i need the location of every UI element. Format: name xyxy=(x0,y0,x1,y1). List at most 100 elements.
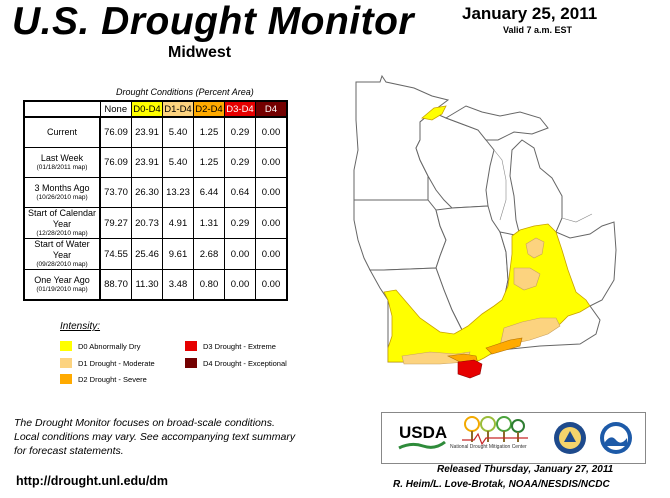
drought-url-link[interactable]: http://drought.unl.edu/dm xyxy=(16,474,169,488)
table-cell: 26.30 xyxy=(131,177,163,208)
footnote: The Drought Monitor focuses on broad-sca… xyxy=(14,416,295,458)
noaa-logo-icon xyxy=(600,422,632,454)
row-label-text: Last Week xyxy=(40,153,84,163)
table-cell: 0.00 xyxy=(255,238,288,270)
table-cell: 5.40 xyxy=(162,147,194,178)
usda-logo-graphic: USDA xyxy=(398,423,447,450)
legend-item-d1: D1 Drought - Moderate xyxy=(60,358,155,368)
table-row: 3 Months Ago (10/26/2010 map) 73.70 26.30 13… xyxy=(23,177,288,208)
col-header-d0-d4: D0-D4 xyxy=(131,100,163,118)
legend-label-d3: D3 Drought - Extreme xyxy=(203,341,276,351)
table-cell: 13.23 xyxy=(162,177,194,208)
row-label-date: (09/28/2010 map) xyxy=(36,261,88,268)
legend-swatch-d0 xyxy=(60,341,72,351)
table-cell: 11.30 xyxy=(131,269,163,301)
row-label: 3 Months Ago (10/26/2010 map) xyxy=(23,177,101,208)
table-row: Start of Calendar Year (12/28/2010 map) 79… xyxy=(23,207,288,239)
table-cell: 74.55 xyxy=(99,238,132,270)
table-cell: 0.29 xyxy=(224,207,256,239)
table-cell: 25.46 xyxy=(131,238,163,270)
row-label-date: (10/26/2010 map) xyxy=(36,194,88,201)
table-cell: 6.44 xyxy=(193,177,225,208)
legend-item-d0: D0 Abnormally Dry xyxy=(60,341,141,351)
legend-item-d2: D2 Drought - Severe xyxy=(60,374,147,384)
lake-michigan-shore xyxy=(493,149,507,221)
table-cell: 9.61 xyxy=(162,238,194,270)
col-header-d1-d4: D1-D4 xyxy=(162,100,194,118)
release-date: Released Thursday, January 27, 2011 xyxy=(437,464,614,475)
usda-logo: USDA xyxy=(397,418,447,452)
table-row: Start of Water Year (09/28/2010 map) 74.55… xyxy=(23,238,288,270)
table-cell: 0.00 xyxy=(224,238,256,270)
row-label-text: Start of Calendar Year xyxy=(27,208,97,229)
row-label-text: One Year Ago xyxy=(34,275,90,285)
row-label: One Year Ago (01/19/2010 map) xyxy=(23,269,101,301)
region-subtitle: Midwest xyxy=(168,44,232,61)
col-header-none: None xyxy=(99,100,132,118)
table-cell: 0.00 xyxy=(224,269,256,301)
row-label-date: (01/18/2011 map) xyxy=(36,164,88,171)
table-cell: 0.00 xyxy=(255,269,288,301)
state-michigan-upper xyxy=(444,105,549,141)
legend-label-d4: D4 Drought - Exceptional xyxy=(203,358,287,368)
ndmc-logo xyxy=(462,416,528,446)
row-label: Start of Calendar Year (12/28/2010 map) xyxy=(23,207,101,239)
legend-swatch-d1 xyxy=(60,358,72,368)
table-cell: 3.48 xyxy=(162,269,194,301)
row-label-date: (12/28/2010 map) xyxy=(36,230,88,237)
footnote-line-1: The Drought Monitor focuses on broad-sca… xyxy=(14,417,275,429)
drought-d3-areas xyxy=(457,359,483,379)
ndmc-trees-icon xyxy=(464,416,525,442)
table-cell: 76.09 xyxy=(99,116,132,148)
table-caption: Drought Conditions (Percent Area) xyxy=(116,87,254,97)
table-cell: 0.29 xyxy=(224,147,256,178)
col-header-d2-d4: D2-D4 xyxy=(193,100,225,118)
drought-conditions-table: None D0-D4 D1-D4 D2-D4 D3-D4 D4 Current 7… xyxy=(23,100,288,301)
table-cell: 88.70 xyxy=(99,269,132,301)
legend-item-d3: D3 Drought - Extreme xyxy=(185,341,276,351)
col-header-d4: D4 xyxy=(255,100,288,118)
table-cell: 4.91 xyxy=(162,207,194,239)
valid-time: Valid 7 a.m. EST xyxy=(503,25,573,35)
row-label: Start of Water Year (09/28/2010 map) xyxy=(23,238,101,270)
legend-title: Intensity: xyxy=(60,321,101,332)
footnote-line-2: Local conditions may vary. See accompany… xyxy=(14,431,296,443)
row-label-text: Current xyxy=(46,127,77,137)
table-cell: 1.25 xyxy=(193,116,225,148)
table-cell: 79.27 xyxy=(99,207,132,239)
table-header-row: None D0-D4 D1-D4 D2-D4 D3-D4 D4 xyxy=(24,100,288,118)
table-cell: 5.40 xyxy=(162,116,194,148)
legend-label-d1: D1 Drought - Moderate xyxy=(78,358,155,368)
table-cell: 0.00 xyxy=(255,116,288,148)
table-row: One Year Ago (01/19/2010 map) 88.70 11.30 3.… xyxy=(23,269,288,301)
footnote-line-3: for forecast statements. xyxy=(14,445,124,457)
row-label-text: Start of Water Year xyxy=(34,239,90,260)
lake-erie-shore xyxy=(561,213,593,223)
legend-swatch-d3 xyxy=(185,341,197,351)
legend-item-d4: D4 Drought - Exceptional xyxy=(185,358,287,368)
table-cell: 0.00 xyxy=(255,177,288,208)
legend-swatch-d4 xyxy=(185,358,197,368)
table-cell: 0.00 xyxy=(255,147,288,178)
row-label-text: 3 Months Ago xyxy=(34,183,90,193)
state-iowa xyxy=(353,199,447,271)
table-cell: 2.68 xyxy=(193,238,225,270)
table-cell: 1.25 xyxy=(193,147,225,178)
table-cell: 76.09 xyxy=(99,147,132,178)
d3-area-bootheel xyxy=(457,359,483,379)
table-cell: 0.29 xyxy=(224,116,256,148)
row-label-date: (01/19/2010 map) xyxy=(36,286,88,293)
table-cell: 23.91 xyxy=(131,147,163,178)
legend-label-d2: D2 Drought - Severe xyxy=(78,374,147,384)
commerce-seal-icon xyxy=(554,422,586,454)
authors-credit: R. Heim/L. Love-Brotak, NOAA/NESDIS/NCDC xyxy=(393,479,610,490)
legend-label-d0: D0 Abnormally Dry xyxy=(78,341,141,351)
d1-area-indiana-south xyxy=(513,267,541,291)
great-lakes xyxy=(493,149,593,223)
table-corner xyxy=(24,101,100,117)
table-cell: 0.00 xyxy=(255,207,288,239)
table-cell: 20.73 xyxy=(131,207,163,239)
table-cell: 0.80 xyxy=(193,269,225,301)
d2-area-kentucky xyxy=(485,337,523,355)
table-row: Last Week (01/18/2011 map) 76.09 23.91 5.40 1… xyxy=(23,147,288,178)
